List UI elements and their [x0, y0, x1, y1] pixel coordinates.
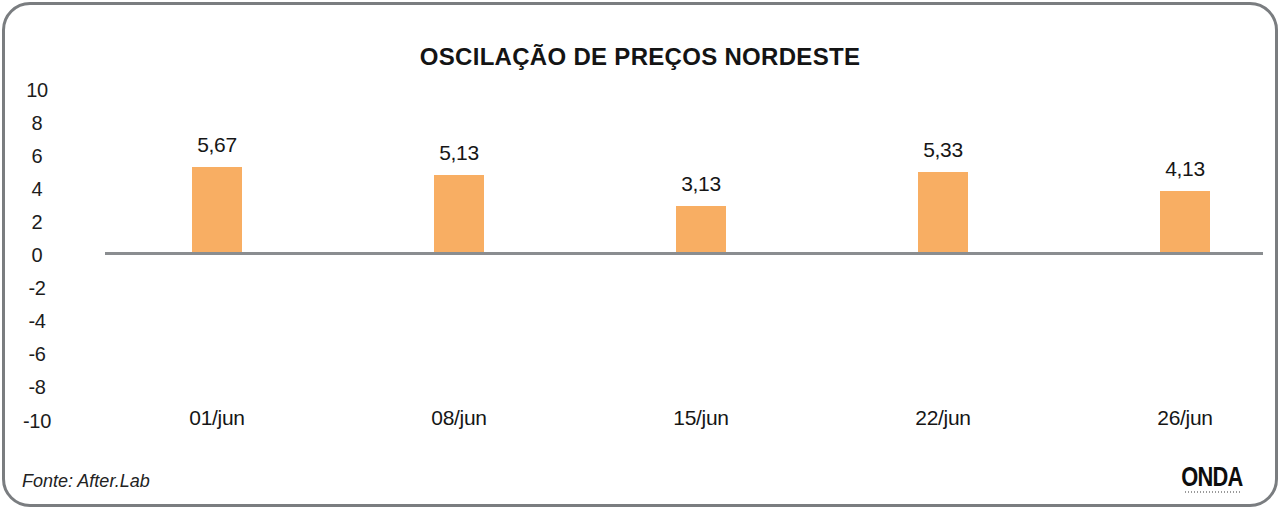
bar-value-label: 5,67 [157, 134, 277, 156]
x-tick-label: 26/jun [1125, 407, 1245, 429]
chart-title: OSCILAÇÃO DE PREÇOS NORDESTE [0, 42, 1280, 72]
onda-logo-text: ONDA [1181, 464, 1242, 490]
bar [1160, 191, 1210, 255]
x-tick-label: 22/jun [883, 407, 1003, 429]
y-tick-label: 2 [7, 211, 67, 233]
bar [434, 175, 484, 255]
chart-card: OSCILAÇÃO DE PREÇOS NORDESTE 10 8 6 4 2 0 -2 -4… [0, 0, 1280, 509]
y-tick-label: 6 [7, 145, 67, 167]
y-tick-label: -10 [7, 410, 67, 432]
x-tick-label: 15/jun [641, 407, 761, 429]
bar-value-label: 5,33 [883, 139, 1003, 161]
y-tick-label: 0 [7, 244, 67, 266]
bar-value-label: 4,13 [1125, 158, 1245, 180]
x-axis-line [105, 252, 1263, 255]
y-tick-label: -4 [7, 310, 67, 332]
y-tick-label: -2 [7, 277, 67, 299]
y-tick-label: 10 [7, 79, 67, 101]
bar-value-label: 5,13 [399, 142, 519, 164]
bar-value-label: 3,13 [641, 173, 761, 195]
y-tick-label: 4 [7, 178, 67, 200]
y-tick-label: -6 [7, 343, 67, 365]
y-tick-label: -8 [7, 376, 67, 398]
onda-logo: ONDA [1164, 464, 1242, 493]
x-tick-label: 01/jun [157, 407, 277, 429]
bar [918, 172, 968, 255]
x-tick-label: 08/jun [399, 407, 519, 429]
bar [192, 167, 242, 255]
source-note: Fonte: After.Lab [22, 471, 150, 491]
y-tick-label: 8 [7, 112, 67, 134]
bar [676, 206, 726, 255]
